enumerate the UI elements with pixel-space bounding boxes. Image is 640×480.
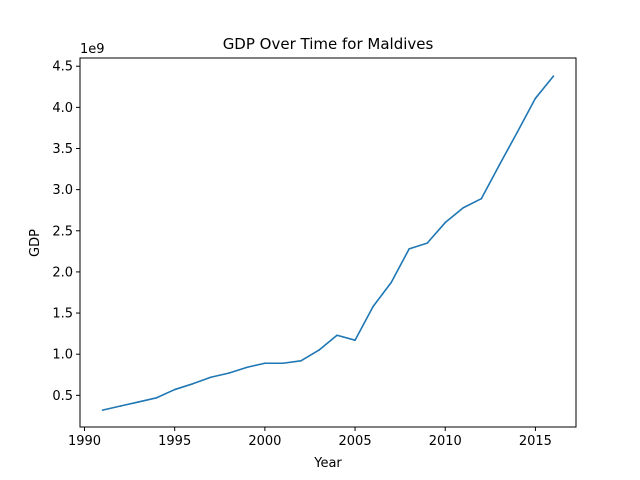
data-point-1998: [228, 372, 230, 374]
data-point-1994: [155, 396, 158, 399]
data-point-2007: [390, 281, 392, 284]
data-point-2013: [498, 164, 501, 166]
data-point-2014: [516, 131, 519, 133]
data-point-2008: [408, 248, 410, 250]
y-axis-ticks: 0.5 1.0 1.5 2.0 2.5 3.0 3.5 4.0 4.5: [52, 60, 80, 404]
x-tick-label-2000: 2000: [248, 434, 281, 449]
y-tick-label-1.0: 1.0: [52, 348, 73, 363]
data-point-1993: [137, 401, 140, 403]
y-tick-label-3.0: 3.0: [52, 183, 73, 198]
data-point-2003: [318, 349, 320, 351]
y-tick-label-3.5: 3.5: [52, 142, 73, 157]
x-tick-label-1990: 1990: [68, 434, 101, 449]
x-axis-ticks: 1990 1995 2000 2005 2010 2015: [68, 427, 552, 449]
data-point-2002: [300, 359, 302, 362]
data-point-1999: [246, 366, 248, 369]
series-line-0: [102, 75, 555, 411]
y-multiplier-label: 1e9: [80, 42, 105, 57]
data-point-2001: [282, 362, 284, 365]
data-point-2015: [534, 97, 537, 100]
x-tick-label-2010: 2010: [429, 434, 462, 449]
data-point-2006: [372, 305, 374, 308]
data-point-1991: [101, 409, 104, 411]
y-tick-label-2.0: 2.0: [52, 265, 73, 280]
data-point-2009: [426, 242, 429, 244]
data-point-2012: [480, 197, 483, 200]
y-tick-label-1.5: 1.5: [52, 307, 73, 322]
y-tick-label-2.5: 2.5: [52, 224, 73, 239]
data-point-2004: [336, 334, 338, 337]
series-layer: [101, 75, 555, 411]
plot-frame: [79, 57, 577, 428]
y-tick-label-0.5: 0.5: [52, 389, 73, 404]
data-point-1997: [209, 376, 212, 379]
x-axis-title: Year: [313, 456, 342, 471]
data-point-2011: [462, 206, 465, 209]
data-point-1992: [119, 405, 122, 407]
x-tick-label-2005: 2005: [339, 434, 372, 449]
data-point-2010: [444, 221, 447, 224]
data-point-2016: [552, 75, 555, 77]
y-tick-label-4.5: 4.5: [52, 60, 73, 75]
chart-title: GDP Over Time for Maldives: [223, 35, 434, 53]
data-point-2000: [264, 362, 266, 365]
y-tick-label-4.0: 4.0: [52, 101, 73, 116]
data-point-2005: [354, 339, 356, 342]
x-tick-label-2015: 2015: [519, 434, 552, 449]
data-point-1996: [191, 383, 194, 385]
data-point-1995: [173, 388, 176, 391]
y-axis-title: GDP: [28, 229, 43, 257]
x-tick-label-1995: 1995: [158, 434, 191, 449]
